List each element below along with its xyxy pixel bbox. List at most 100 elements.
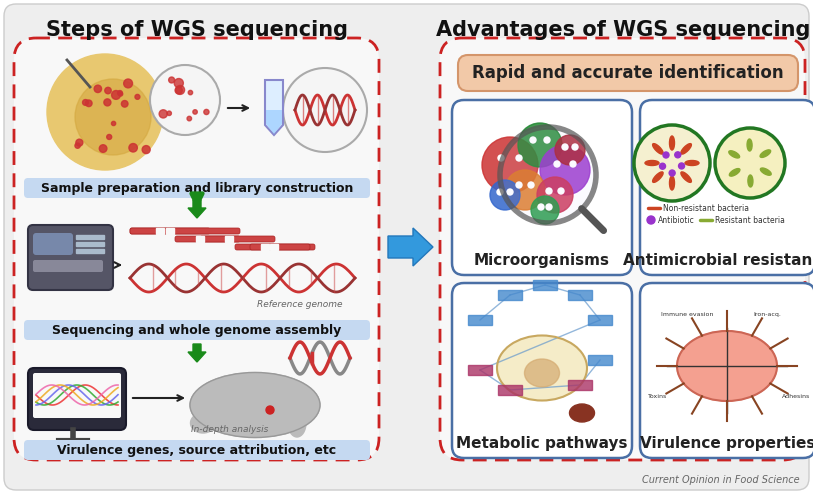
Ellipse shape	[748, 175, 753, 187]
Circle shape	[647, 216, 655, 224]
Circle shape	[490, 180, 520, 210]
Text: Sample preparation and library construction: Sample preparation and library construct…	[41, 181, 353, 195]
Circle shape	[669, 170, 675, 176]
Polygon shape	[265, 80, 283, 135]
Text: Advantages of WGS sequencing: Advantages of WGS sequencing	[436, 20, 811, 40]
Circle shape	[107, 134, 111, 139]
Circle shape	[546, 188, 552, 194]
Circle shape	[554, 161, 560, 167]
Bar	[468, 365, 492, 375]
Circle shape	[507, 189, 513, 195]
FancyBboxPatch shape	[452, 283, 632, 458]
FancyBboxPatch shape	[130, 228, 240, 234]
Circle shape	[528, 182, 534, 188]
Text: Antibiotic: Antibiotic	[658, 215, 695, 224]
Ellipse shape	[760, 168, 772, 175]
Circle shape	[193, 110, 198, 114]
Circle shape	[518, 123, 562, 167]
Circle shape	[715, 128, 785, 198]
FancyBboxPatch shape	[24, 178, 370, 198]
Circle shape	[555, 135, 585, 165]
Ellipse shape	[497, 335, 587, 401]
Circle shape	[516, 155, 522, 161]
Ellipse shape	[645, 161, 659, 165]
Ellipse shape	[653, 144, 663, 154]
Circle shape	[175, 87, 182, 94]
Circle shape	[168, 77, 175, 83]
Circle shape	[135, 94, 140, 99]
FancyBboxPatch shape	[452, 100, 632, 275]
Bar	[568, 290, 592, 300]
Text: Sequencing and whole genome assembly: Sequencing and whole genome assembly	[52, 324, 341, 336]
Ellipse shape	[677, 331, 777, 401]
Circle shape	[204, 109, 209, 115]
Circle shape	[176, 85, 185, 94]
Bar	[588, 355, 612, 365]
Ellipse shape	[685, 161, 699, 165]
FancyBboxPatch shape	[440, 38, 805, 460]
Circle shape	[482, 137, 538, 193]
Bar	[498, 385, 522, 395]
FancyBboxPatch shape	[640, 100, 813, 275]
FancyBboxPatch shape	[458, 55, 798, 91]
FancyBboxPatch shape	[14, 38, 379, 460]
FancyArrow shape	[188, 200, 206, 218]
FancyBboxPatch shape	[33, 233, 73, 255]
Text: Steps of WGS sequencing: Steps of WGS sequencing	[46, 20, 348, 40]
Bar	[498, 290, 522, 300]
Text: Virulence genes, source attribution, etc: Virulence genes, source attribution, etc	[58, 444, 337, 456]
Circle shape	[174, 79, 184, 88]
Ellipse shape	[680, 172, 691, 182]
Circle shape	[167, 111, 172, 116]
Circle shape	[538, 204, 544, 210]
Circle shape	[266, 406, 274, 414]
Circle shape	[150, 65, 220, 135]
Circle shape	[85, 100, 92, 107]
Circle shape	[497, 189, 503, 195]
Circle shape	[537, 177, 573, 213]
Circle shape	[124, 79, 133, 88]
FancyBboxPatch shape	[200, 236, 275, 242]
Circle shape	[675, 152, 680, 158]
Circle shape	[99, 145, 107, 152]
Ellipse shape	[728, 151, 740, 158]
Circle shape	[187, 116, 192, 121]
Circle shape	[111, 122, 115, 125]
Circle shape	[76, 139, 83, 146]
Text: Iron-acq.: Iron-acq.	[753, 312, 781, 317]
Text: Metabolic pathways: Metabolic pathways	[456, 436, 628, 451]
Circle shape	[544, 137, 550, 143]
Ellipse shape	[760, 150, 771, 158]
Circle shape	[500, 127, 596, 223]
Circle shape	[121, 100, 128, 107]
Bar	[76, 235, 104, 239]
FancyBboxPatch shape	[175, 236, 240, 242]
Circle shape	[119, 92, 123, 96]
Bar	[196, 236, 204, 242]
Circle shape	[659, 163, 666, 169]
Text: Adhesins: Adhesins	[782, 394, 811, 399]
FancyBboxPatch shape	[24, 440, 370, 460]
Polygon shape	[266, 110, 282, 134]
Circle shape	[142, 146, 150, 154]
Circle shape	[562, 144, 568, 150]
Ellipse shape	[729, 168, 740, 176]
Circle shape	[129, 144, 137, 152]
Bar	[468, 315, 492, 325]
Circle shape	[47, 54, 163, 170]
Text: Current Opinion in Food Science: Current Opinion in Food Science	[642, 475, 800, 485]
Circle shape	[505, 170, 545, 210]
FancyBboxPatch shape	[250, 244, 310, 250]
Bar	[76, 249, 104, 253]
Ellipse shape	[680, 144, 691, 154]
Circle shape	[540, 145, 590, 195]
Text: Toxins: Toxins	[648, 394, 667, 399]
Circle shape	[75, 143, 80, 148]
Circle shape	[570, 161, 576, 167]
Circle shape	[105, 87, 111, 94]
Ellipse shape	[190, 372, 320, 438]
Ellipse shape	[190, 413, 215, 433]
FancyArrow shape	[188, 344, 206, 362]
Circle shape	[104, 99, 111, 106]
Circle shape	[634, 125, 710, 201]
